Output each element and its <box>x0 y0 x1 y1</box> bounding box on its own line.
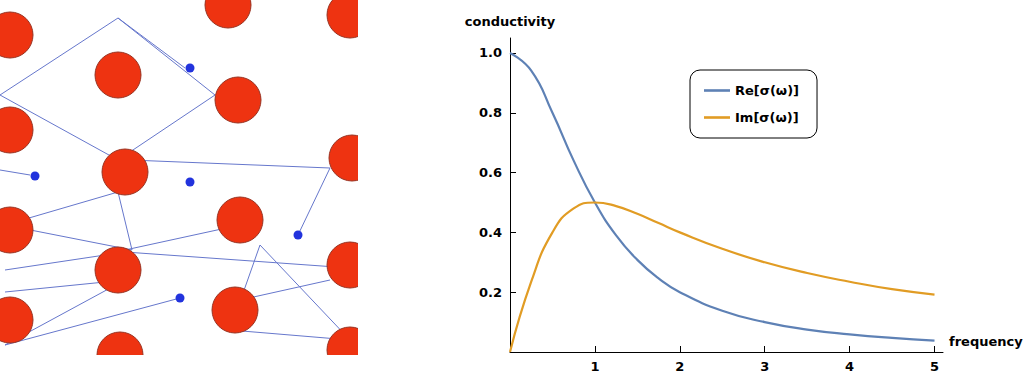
svg-text:Re[σ(ω)]: Re[σ(ω)] <box>735 83 799 98</box>
svg-text:1.0: 1.0 <box>479 45 502 60</box>
svg-text:1: 1 <box>590 359 599 374</box>
svg-text:0.4: 0.4 <box>479 225 502 240</box>
svg-text:3: 3 <box>760 359 769 374</box>
svg-text:2: 2 <box>675 359 684 374</box>
svg-text:frequency: frequency <box>949 334 1023 349</box>
svg-text:0.2: 0.2 <box>479 285 502 300</box>
svg-text:0.6: 0.6 <box>479 165 502 180</box>
svg-text:conductivity: conductivity <box>465 14 556 29</box>
svg-text:4: 4 <box>845 359 854 374</box>
svg-text:0.8: 0.8 <box>479 105 502 120</box>
svg-text:Im[σ(ω)]: Im[σ(ω)] <box>735 110 799 125</box>
svg-text:5: 5 <box>930 359 939 374</box>
